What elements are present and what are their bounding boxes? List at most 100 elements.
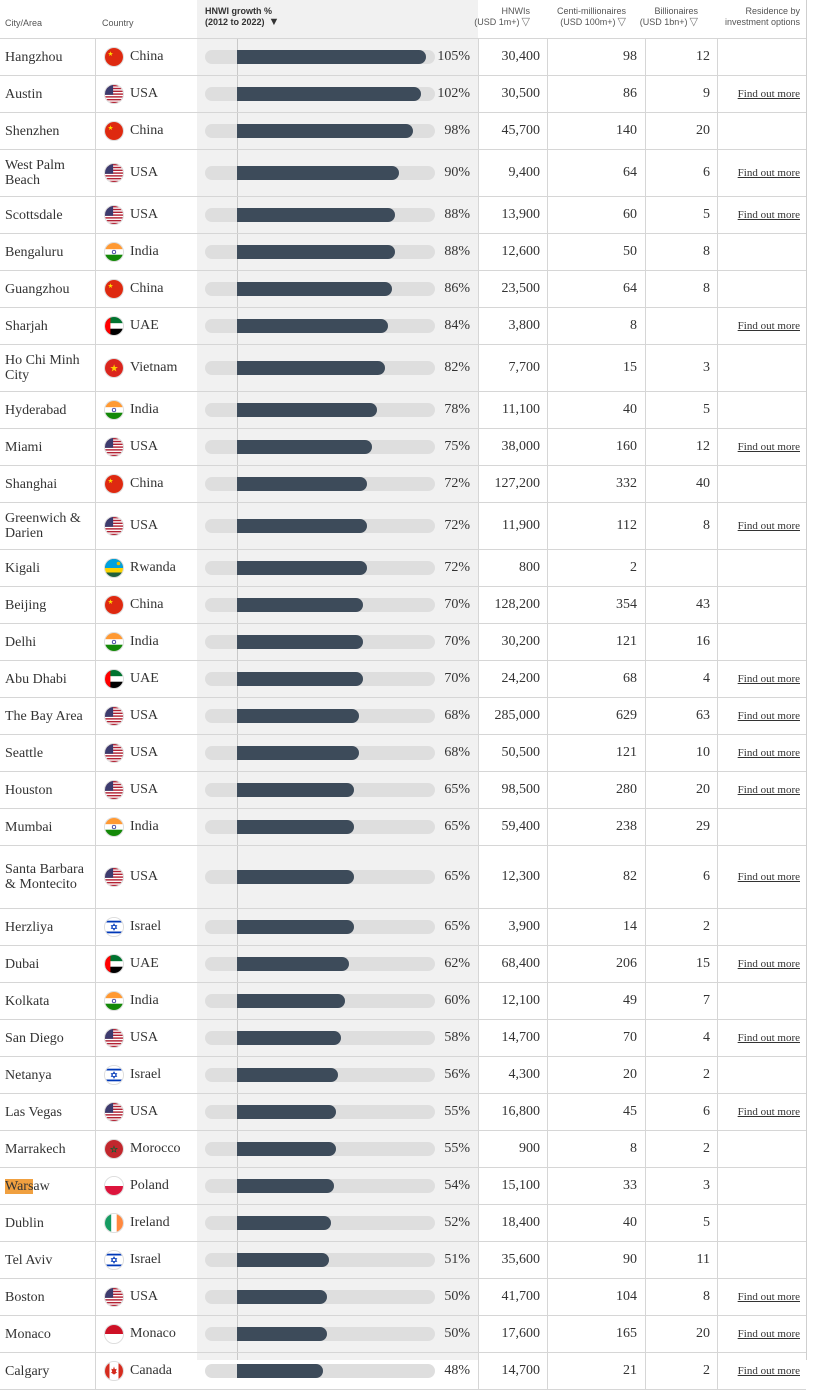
table-row: Shenzhen ★ China 98% 45,700 140 20 — [0, 112, 806, 149]
china-flag-icon: ★ — [104, 47, 124, 67]
find-out-more-link[interactable]: Find out more — [737, 1365, 800, 1377]
growth-cell: 55% — [197, 1131, 478, 1167]
growth-value: 75% — [444, 439, 470, 454]
country-cell: USA — [97, 698, 197, 734]
table-row: Hyderabad India 78% 11,100 40 5 — [0, 391, 806, 428]
residence-cell: Find out more — [718, 429, 806, 465]
residence-cell: Find out more — [718, 698, 806, 734]
residence-cell: Find out more — [718, 503, 806, 549]
country-cell: ★ China — [97, 113, 197, 149]
centi-cell: 160 — [548, 429, 646, 465]
sort-icon[interactable]: ▽ — [521, 16, 530, 28]
city-name: Santa Barbara & Montecito — [5, 862, 84, 892]
find-out-more-link[interactable]: Find out more — [737, 747, 800, 759]
billionaires-cell: 9 — [646, 76, 718, 112]
country-cell: Israel — [97, 909, 197, 945]
hnwi-cell: 12,600 — [478, 234, 548, 270]
sort-icon[interactable]: ▽ — [689, 16, 698, 28]
city-name: Kolkata — [5, 993, 50, 1009]
residence-cell: Find out more — [718, 735, 806, 771]
find-out-more-link[interactable]: Find out more — [737, 520, 800, 532]
header-city[interactable]: City/Area — [5, 18, 43, 28]
hnwi-cell: 50,500 — [478, 735, 548, 771]
country-name: USA — [130, 207, 159, 222]
country-cell: UAE — [97, 661, 197, 697]
sort-icon[interactable]: ▽ — [617, 16, 626, 28]
country-name: China — [130, 476, 164, 491]
centi-cell: 121 — [548, 624, 646, 660]
header-country[interactable]: Country — [102, 18, 134, 28]
city-name: Dublin — [5, 1215, 44, 1231]
country-cell: ★ Vietnam — [97, 345, 197, 391]
header-res-line2: investment options — [724, 17, 800, 27]
residence-cell: Find out more — [718, 308, 806, 344]
country-cell: Canada — [97, 1353, 197, 1389]
city-cell: Hyderabad — [0, 392, 96, 428]
find-out-more-link[interactable]: Find out more — [737, 88, 800, 100]
usa-flag-icon — [104, 163, 124, 183]
header-hnwi[interactable]: HNWIs (USD 1m+) ▽ — [474, 6, 530, 28]
growth-cell: 72% — [197, 466, 478, 502]
hnwi-cell: 68,400 — [478, 946, 548, 982]
header-centi[interactable]: Centi-millionaires (USD 100m+) ▽ — [557, 6, 626, 28]
city-cell: Tel Aviv — [0, 1242, 96, 1278]
growth-bar — [237, 1290, 327, 1304]
find-out-more-link[interactable]: Find out more — [737, 1328, 800, 1340]
table-row: Sharjah UAE 84% 3,800 8 Find out more — [0, 307, 806, 344]
usa-flag-icon — [104, 437, 124, 457]
growth-value: 55% — [444, 1141, 470, 1156]
usa-flag-icon — [104, 743, 124, 763]
find-out-more-link[interactable]: Find out more — [737, 1291, 800, 1303]
growth-bar — [237, 561, 367, 575]
residence-cell: Find out more — [718, 76, 806, 112]
table-row: Herzliya Israel 65% 3,900 14 2 — [0, 908, 806, 945]
find-out-more-link[interactable]: Find out more — [737, 784, 800, 796]
sort-desc-icon[interactable]: ▼ — [268, 16, 280, 28]
growth-value: 70% — [444, 597, 470, 612]
centi-cell: 121 — [548, 735, 646, 771]
growth-bar — [237, 440, 372, 454]
find-out-more-link[interactable]: Find out more — [737, 1106, 800, 1118]
monaco-flag-icon — [104, 1324, 124, 1344]
growth-cell: 65% — [197, 809, 478, 845]
header-billionaires[interactable]: Billionaires (USD 1bn+) ▽ — [640, 6, 698, 28]
uae-flag-icon — [104, 954, 124, 974]
growth-cell: 70% — [197, 624, 478, 660]
residence-cell — [718, 1131, 806, 1167]
find-out-more-link[interactable]: Find out more — [737, 1032, 800, 1044]
find-out-more-link[interactable]: Find out more — [737, 958, 800, 970]
growth-cell: 84% — [197, 308, 478, 344]
find-out-more-link[interactable]: Find out more — [737, 871, 800, 883]
hnwi-cell: 59,400 — [478, 809, 548, 845]
find-out-more-link[interactable]: Find out more — [737, 320, 800, 332]
find-out-more-link[interactable]: Find out more — [737, 710, 800, 722]
growth-value: 70% — [444, 634, 470, 649]
centi-cell: 64 — [548, 271, 646, 307]
hnwi-cell: 16,800 — [478, 1094, 548, 1130]
find-out-more-link[interactable]: Find out more — [737, 441, 800, 453]
city-cell: Scottsdale — [0, 197, 96, 233]
growth-bar — [237, 1142, 336, 1156]
centi-cell: 82 — [548, 846, 646, 908]
hnwi-cell: 12,100 — [478, 983, 548, 1019]
growth-bar — [237, 920, 354, 934]
city-cell: Kolkata — [0, 983, 96, 1019]
city-cell: Bengaluru — [0, 234, 96, 270]
centi-cell: 49 — [548, 983, 646, 1019]
growth-value: 84% — [444, 318, 470, 333]
growth-cell: 52% — [197, 1205, 478, 1241]
hnwi-cell: 11,100 — [478, 392, 548, 428]
find-out-more-link[interactable]: Find out more — [737, 673, 800, 685]
growth-bar — [237, 319, 388, 333]
city-cell: San Diego — [0, 1020, 96, 1056]
residence-cell — [718, 345, 806, 391]
table-row: Miami USA 75% 38,000 160 12 Find out more — [0, 428, 806, 465]
header-growth[interactable]: HNWI growth % (2012 to 2022) ▼ — [205, 6, 279, 28]
growth-bar — [237, 994, 345, 1008]
country-name: USA — [130, 1030, 159, 1045]
find-out-more-link[interactable]: Find out more — [737, 209, 800, 221]
growth-bar — [237, 519, 367, 533]
centi-cell: 90 — [548, 1242, 646, 1278]
find-out-more-link[interactable]: Find out more — [737, 167, 800, 179]
residence-cell: Find out more — [718, 197, 806, 233]
